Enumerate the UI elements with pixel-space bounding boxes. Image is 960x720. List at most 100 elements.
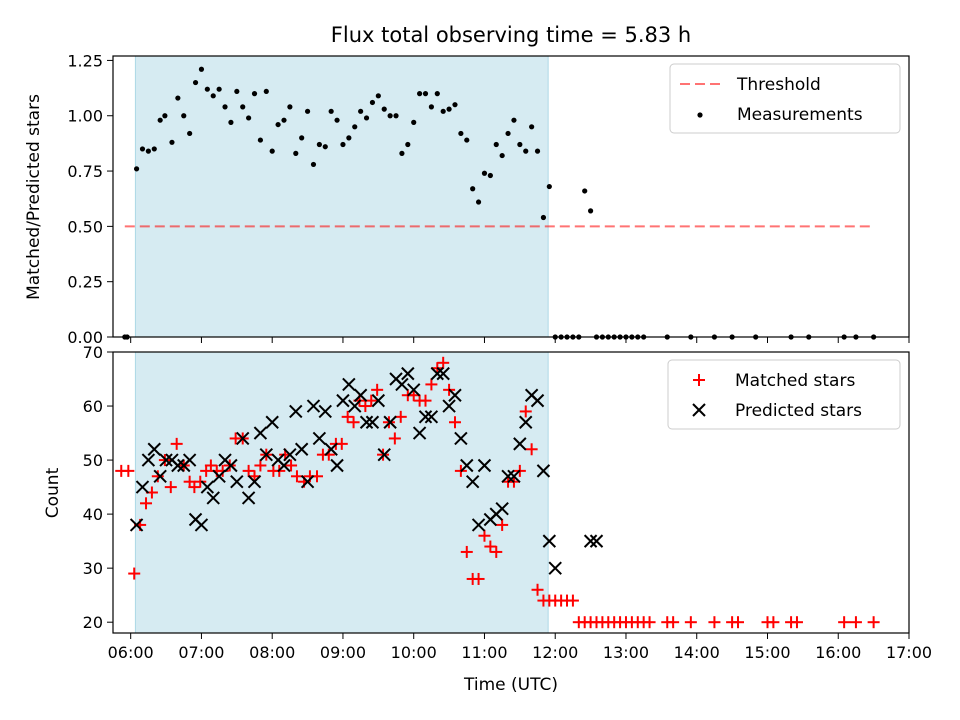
predicted-star-point [507, 469, 521, 483]
matched-star-point [371, 383, 384, 396]
predicted-star-point [513, 437, 527, 451]
matched-star-point [204, 459, 217, 472]
measurement-point [257, 137, 264, 143]
matched-star-point [484, 540, 497, 553]
measurement-point [210, 93, 216, 99]
measurement-point [487, 172, 493, 179]
measurement-point [293, 150, 299, 156]
measurement-point [169, 139, 175, 145]
predicted-stars-points [129, 366, 604, 575]
measurement-point [352, 124, 358, 130]
predicted-star-point [395, 377, 409, 392]
predicted-star-point [442, 399, 456, 413]
predicted-star-point [200, 480, 215, 494]
predicted-star-point [171, 458, 185, 473]
predicted-star-point [135, 480, 150, 494]
matched-star-point [170, 437, 183, 450]
matched-star-point [519, 405, 532, 418]
legend-predicted-label: Predicted stars [735, 401, 862, 421]
measurement-point [511, 117, 517, 123]
predicted-star-point [383, 415, 397, 429]
measurement-point [334, 117, 340, 123]
top-y-tick-label: 0.50 [67, 217, 103, 236]
measurement-point [422, 91, 429, 97]
predicted-star-point [359, 415, 374, 429]
predicted-star-point [283, 447, 297, 462]
bottom-x-tick-label: 11:00 [461, 643, 507, 662]
predicted-star-point [312, 431, 327, 446]
measurement-point [529, 124, 535, 130]
figure-title: Flux total observing time = 5.83 h [331, 23, 691, 47]
measurement-point [228, 119, 234, 125]
measurement-point [440, 108, 446, 114]
bottom-legend-box [667, 359, 901, 430]
matched-star-point [460, 545, 473, 558]
predicted-star-point [401, 366, 415, 381]
measurement-point [322, 144, 328, 150]
predicted-star-point [141, 453, 156, 467]
measurement-point [464, 137, 470, 143]
matched-star-point [732, 616, 745, 629]
matched-star-point [419, 394, 432, 407]
bottom-y-tick-label: 50 [83, 451, 103, 470]
predicted-star-point [147, 442, 161, 456]
predicted-star-point [348, 399, 362, 413]
measurement-point [310, 161, 317, 168]
predicted-star-point [265, 415, 279, 429]
predicted-star-point [236, 431, 250, 446]
predicted-star-point [330, 458, 344, 473]
measurement-point [405, 141, 411, 148]
matched-star-point [708, 616, 721, 629]
measurement-point [187, 130, 193, 137]
matched-star-point [388, 432, 401, 445]
predicted-star-point [336, 393, 350, 408]
top-panel: 0.00 0.25 0.50 0.75 1.00 1.25 Matched/Predict… [24, 51, 910, 347]
predicted-star-point [300, 474, 315, 489]
predicted-star-point [412, 426, 427, 440]
matched-star-point [164, 481, 177, 494]
matched-star-point [151, 470, 164, 483]
bottom-y-tick-label: 60 [83, 397, 103, 416]
top-shaded-span [134, 55, 549, 338]
matched-star-point [359, 400, 372, 413]
top-plot-frame [112, 55, 910, 338]
measurement-point [475, 199, 482, 205]
matched-star-point [194, 475, 207, 488]
measurement-point [263, 88, 269, 95]
bottom-legend: Matched stars Predicted stars [667, 359, 901, 430]
predicted-star-point [418, 410, 433, 424]
measurement-point [246, 115, 252, 121]
matched-star-point [437, 356, 450, 369]
top-y-tick-label: 0.25 [67, 273, 103, 292]
bottom-x-tick-label: 09:00 [320, 643, 366, 662]
measurement-point [523, 148, 529, 154]
bottom-x-axis-ticks: 06:00 07:00 08:00 09:00 10:00 11:00 12:00 13:00… [108, 633, 932, 662]
predicted-star-point [583, 534, 598, 548]
predicted-star-point [194, 518, 209, 532]
bottom-x-tick-label: 16:00 [815, 643, 861, 662]
measurement-point [387, 113, 393, 119]
top-legend: Threshold Measurements [669, 63, 901, 134]
predicted-star-point [424, 410, 439, 424]
matched-star-point [849, 616, 862, 629]
measurement-point [204, 86, 210, 92]
predicted-star-point [377, 447, 391, 462]
predicted-star-point [465, 474, 480, 489]
matched-star-point [790, 616, 803, 629]
predicted-star-point [277, 458, 291, 473]
matched-star-point [531, 583, 544, 596]
measurement-point [328, 108, 334, 114]
bottom-y-axis-ticks: 20 30 40 50 60 70 [83, 343, 113, 632]
measurement-point [181, 113, 187, 119]
matched-star-point [128, 567, 141, 580]
top-y-axis-label: Matched/Predicted stars [24, 94, 44, 300]
matched-star-point [122, 464, 135, 477]
measurement-point [234, 88, 240, 95]
matched-star-point [767, 616, 780, 629]
measurement-point [540, 214, 547, 221]
matched-star-point [478, 529, 491, 542]
measurement-point [470, 186, 476, 192]
measurement-point [505, 130, 511, 137]
measurement-point [151, 146, 157, 152]
measurement-point [275, 121, 281, 128]
